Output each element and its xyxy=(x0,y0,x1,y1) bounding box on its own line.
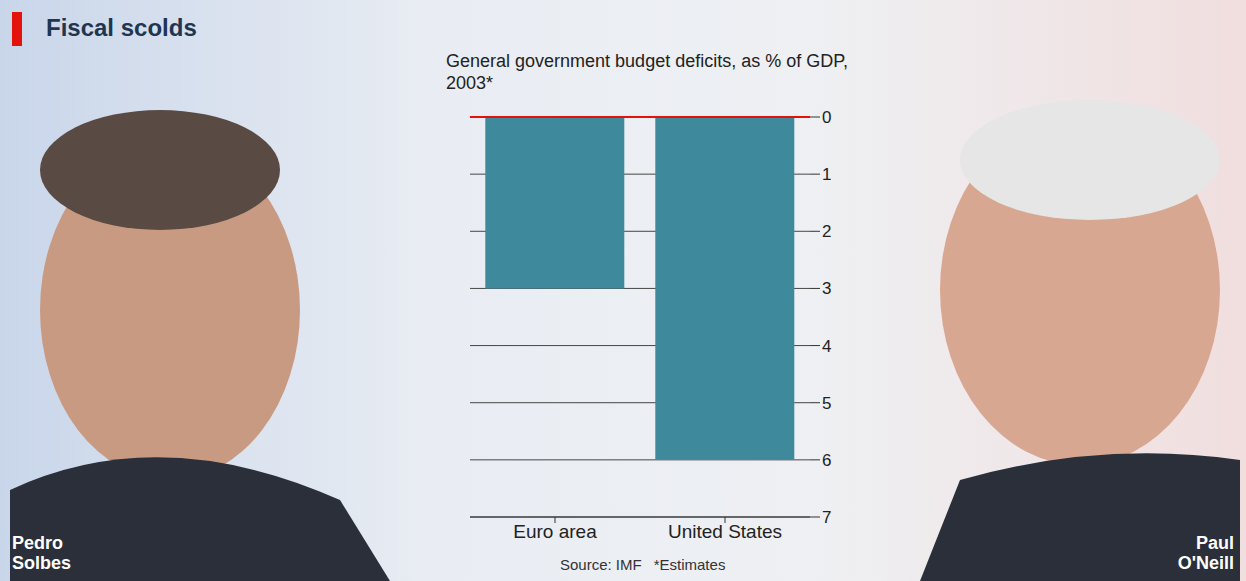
html-text:O'Neill: O'Neill xyxy=(1177,553,1234,573)
html-text:*Estimates: *Estimates xyxy=(653,556,726,573)
svg-text:Euro area: Euro area xyxy=(513,521,597,542)
svg-text:1: 1 xyxy=(822,165,831,184)
svg-text:2: 2 xyxy=(822,222,831,241)
html-text:Pedro: Pedro xyxy=(12,533,63,553)
svg-text:0: 0 xyxy=(822,108,831,127)
html-text:Solbes: Solbes xyxy=(12,553,71,573)
svg-text:3: 3 xyxy=(822,279,831,298)
svg-text:5: 5 xyxy=(822,394,831,413)
html-text:Source: IMF: Source: IMF xyxy=(560,556,642,573)
svg-text:4: 4 xyxy=(822,337,831,356)
svg-text:6: 6 xyxy=(822,451,831,470)
svg-text:United States: United States xyxy=(668,521,782,542)
svg-text:7: 7 xyxy=(822,508,831,527)
html-text:Paul: Paul xyxy=(1196,533,1234,553)
html-text:Fiscal scolds: Fiscal scolds xyxy=(46,14,197,41)
html-text:General government budget defi: General government budget deficits, as %… xyxy=(446,51,848,93)
